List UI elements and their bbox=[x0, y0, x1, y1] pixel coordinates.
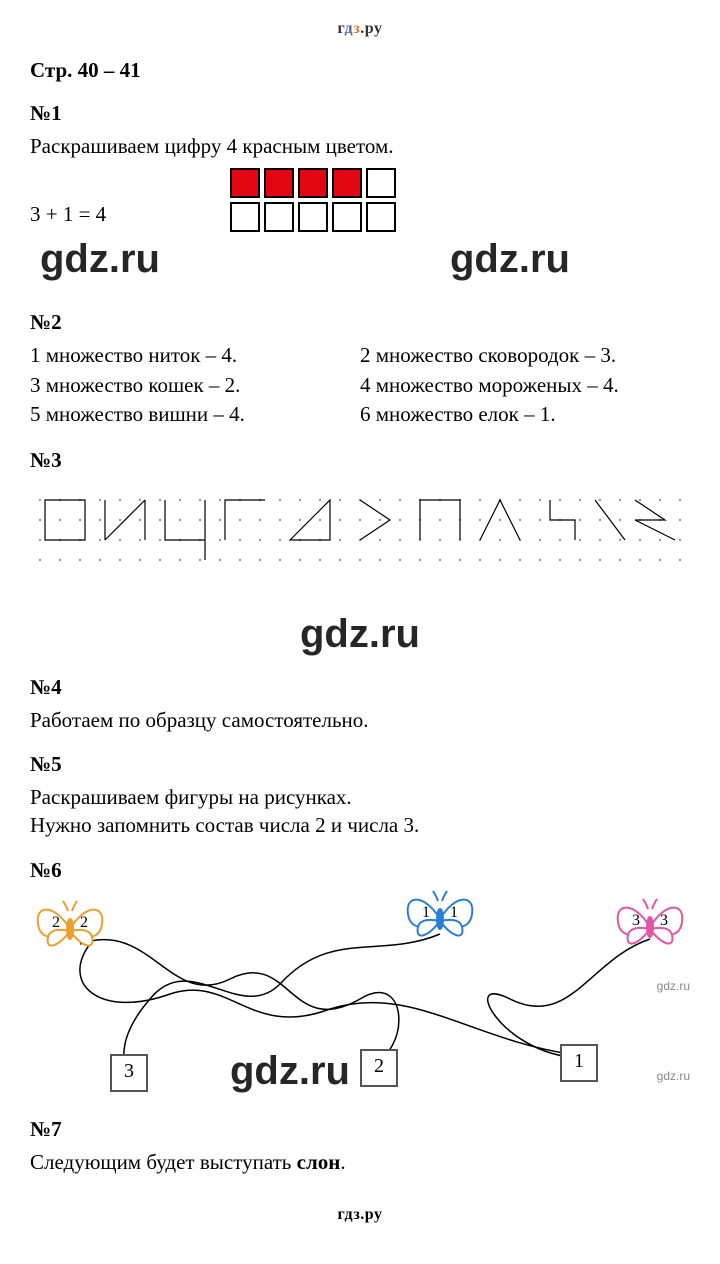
square bbox=[332, 168, 362, 198]
watermark-text: gdz.ru bbox=[450, 237, 570, 282]
answer-box: 2 bbox=[360, 1049, 398, 1087]
task2-columns: 1 множество ниток – 4. 3 множество кошек… bbox=[30, 341, 690, 429]
tiny-watermark: gdz.ru bbox=[657, 1069, 690, 1083]
wing-number: 3 bbox=[660, 912, 668, 929]
site-logo-bottom: гдз.ру bbox=[30, 1206, 690, 1224]
tiny-watermark: gdz.ru bbox=[657, 979, 690, 993]
watermark-text: gdz.ru bbox=[30, 612, 690, 657]
site-logo-top: гдз.ру bbox=[30, 20, 690, 38]
watermark-text: gdz.ru bbox=[230, 1049, 350, 1094]
task7-prefix: Следующим будет выступать bbox=[30, 1150, 297, 1174]
answer-box: 1 bbox=[560, 1044, 598, 1082]
wing-number: 1 bbox=[450, 904, 458, 921]
page-reference: Стр. 40 – 41 bbox=[30, 58, 690, 83]
task7-number: №7 bbox=[30, 1117, 690, 1142]
page-root: гдз.ру Стр. 40 – 41 №1 Раскрашиваем цифр… bbox=[0, 0, 720, 1264]
square bbox=[366, 168, 396, 198]
butterfly-icon: 1 1 bbox=[400, 889, 480, 949]
task7-bold: слон bbox=[297, 1150, 341, 1174]
task2-item: 6 множество елок – 1. bbox=[360, 400, 690, 429]
squares-row-1 bbox=[230, 168, 690, 198]
answer-box: 3 bbox=[110, 1054, 148, 1092]
task6-number: №6 bbox=[30, 858, 690, 883]
task2-number: №2 bbox=[30, 310, 690, 335]
butterfly-icon: 2 2 bbox=[30, 899, 110, 959]
wing-number: 2 bbox=[80, 914, 88, 931]
task1-number: №1 bbox=[30, 101, 690, 126]
task5-line2: Нужно запомнить состав числа 2 и числа 3… bbox=[30, 811, 690, 839]
square bbox=[332, 202, 362, 232]
watermark-row-1: gdz.ru gdz.ru bbox=[30, 237, 690, 292]
task2-item: 4 множество мороженых – 4. bbox=[360, 371, 690, 400]
task7-suffix: . bbox=[340, 1150, 345, 1174]
task5-line1: Раскрашиваем фигуры на рисунках. bbox=[30, 783, 690, 811]
watermark-text: gdz.ru bbox=[40, 237, 160, 282]
square bbox=[298, 168, 328, 198]
task2-item: 3 множество кошек – 2. bbox=[30, 371, 360, 400]
square bbox=[366, 202, 396, 232]
task4-text: Работаем по образцу самостоятельно. bbox=[30, 706, 690, 734]
square bbox=[264, 168, 294, 198]
task4-number: №4 bbox=[30, 675, 690, 700]
task2-item: 5 множество вишни – 4. bbox=[30, 400, 360, 429]
square bbox=[298, 202, 328, 232]
square bbox=[264, 202, 294, 232]
task2-col-right: 2 множество сковородок – 3. 4 множество … bbox=[360, 341, 690, 429]
butterfly-icon: 3 3 bbox=[610, 897, 690, 957]
task3-number: №3 bbox=[30, 448, 690, 473]
task2-col-left: 1 множество ниток – 4. 3 множество кошек… bbox=[30, 341, 360, 429]
wing-number: 3 bbox=[632, 912, 640, 929]
wing-number: 2 bbox=[52, 914, 60, 931]
task1-text: Раскрашиваем цифру 4 красным цветом. bbox=[30, 132, 690, 160]
task6-figure: 2 2 1 1 3 3 bbox=[30, 889, 690, 1099]
task2-item: 2 множество сковородок – 3. bbox=[360, 341, 690, 370]
wing-number: 1 bbox=[422, 904, 430, 921]
square bbox=[230, 202, 260, 232]
task5-number: №5 bbox=[30, 752, 690, 777]
task7-text: Следующим будет выступать слон. bbox=[30, 1148, 690, 1176]
task2-item: 1 множество ниток – 4. bbox=[30, 341, 360, 370]
task3-dotgrid bbox=[30, 485, 690, 595]
square bbox=[230, 168, 260, 198]
